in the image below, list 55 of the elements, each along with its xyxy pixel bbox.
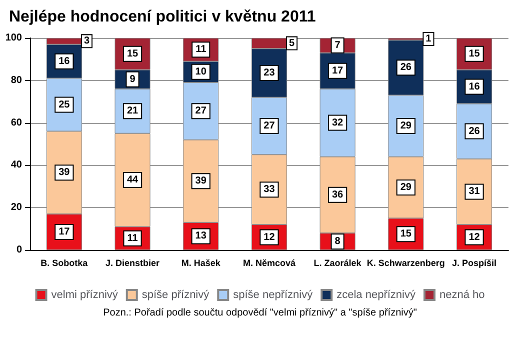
- data-label: 9: [130, 74, 136, 85]
- x-tick-label: L. Zaorálek: [314, 258, 362, 268]
- legend-label: zcela nepříznivý: [336, 289, 416, 301]
- y-tick-label: 80: [10, 74, 22, 86]
- legend-label: spíše nepříznivý: [233, 289, 314, 301]
- data-label: 15: [126, 48, 139, 60]
- data-label: 33: [264, 184, 276, 196]
- data-label: 27: [264, 120, 276, 132]
- data-label: 13: [195, 230, 207, 242]
- y-tick-label: 100: [5, 32, 22, 44]
- data-label: 21: [126, 106, 139, 117]
- data-label: 44: [126, 174, 139, 186]
- data-label: 31: [468, 186, 480, 198]
- legend-label: velmi příznivý: [51, 289, 118, 301]
- y-tick-label: 40: [10, 160, 22, 171]
- data-label: 26: [400, 62, 412, 74]
- data-label: 12: [468, 232, 480, 243]
- data-label: 32: [332, 117, 344, 128]
- x-tick-label: K. Schwarzenberg: [366, 258, 445, 268]
- y-tick-label: 60: [10, 117, 22, 128]
- data-label: 3: [84, 36, 90, 47]
- data-label: 15: [468, 48, 480, 60]
- x-tick-label: M. Němcová: [242, 258, 296, 268]
- x-tick-label: J. Pospíšil: [452, 258, 497, 268]
- data-label: 25: [58, 99, 70, 110]
- data-label: 29: [400, 120, 412, 132]
- data-label: 17: [332, 65, 344, 76]
- y-tick-label: 0: [16, 244, 22, 256]
- data-label: 39: [58, 167, 70, 178]
- data-label: 15: [400, 228, 412, 240]
- chart-title: Nejlépe hodnocení politici v květnu 2011: [9, 8, 316, 26]
- data-label: 27: [195, 106, 207, 117]
- data-label: 26: [468, 126, 480, 137]
- data-label: 1: [426, 34, 432, 45]
- data-label: 23: [264, 67, 276, 78]
- x-tick-label: J. Dienstbier: [106, 258, 160, 268]
- legend-label: nezná ho: [439, 289, 485, 301]
- x-tick-label: M. Hašek: [181, 258, 222, 268]
- legend-label: spíše příznivý: [142, 289, 210, 301]
- text: Pozn.: Pořadí podle součtu odpovědí "velmi příznivý" a "spíše příznivý": [103, 308, 418, 318]
- data-label: 29: [400, 182, 412, 193]
- data-label: 16: [58, 56, 70, 67]
- data-label: 11: [127, 232, 138, 244]
- data-label: 16: [468, 81, 480, 92]
- data-label: 7: [334, 40, 341, 51]
- data-label: 36: [332, 189, 344, 200]
- data-label: 39: [195, 176, 207, 187]
- y-tick-label: 20: [10, 202, 22, 214]
- x-tick-label: B. Sobotka: [40, 258, 89, 268]
- data-label: 12: [264, 232, 276, 243]
- data-label: 11: [196, 44, 207, 56]
- data-label: 8: [334, 236, 341, 248]
- data-label: 10: [195, 66, 207, 78]
- data-label: 5: [288, 38, 295, 49]
- data-label: 17: [58, 226, 70, 238]
